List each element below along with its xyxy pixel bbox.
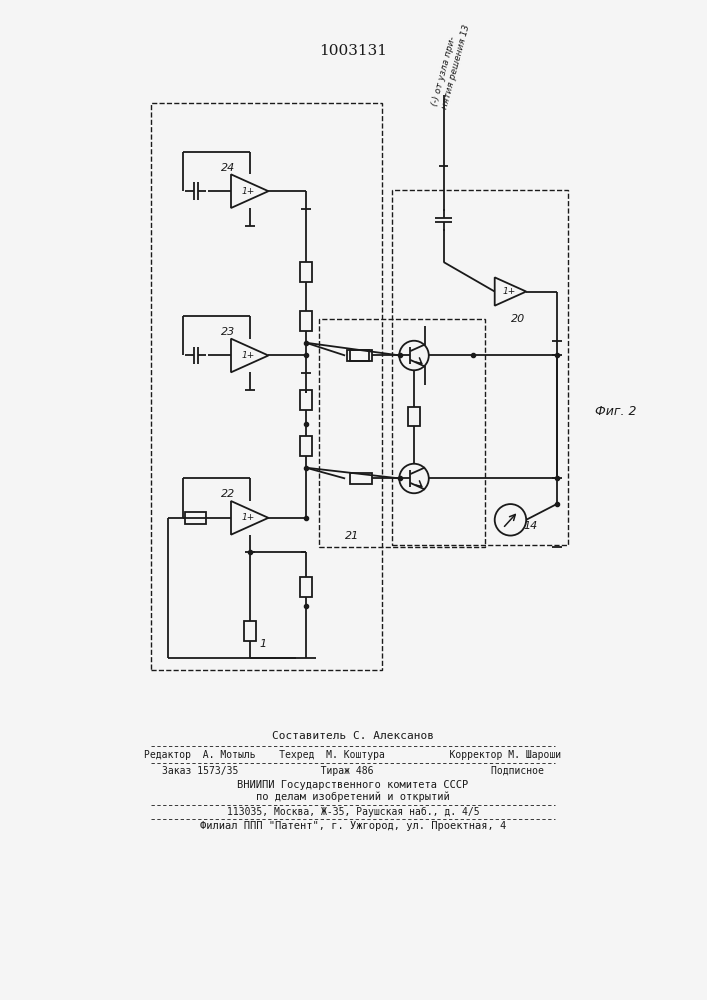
Text: 1+: 1+ [241,187,255,196]
Bar [350,473,372,484]
Bar [300,436,312,456]
Bar [300,311,312,331]
Text: 113035, Москва, Ж-35, Раушская наб., д. 4/5: 113035, Москва, Ж-35, Раушская наб., д. … [227,807,479,817]
Text: Заказ 1573/35              Тираж 486                    Подписное: Заказ 1573/35 Тираж 486 Подписное [162,766,544,776]
Text: 14: 14 [523,521,537,531]
Text: 1+: 1+ [241,513,255,522]
Text: 23: 23 [221,327,235,337]
Text: 24: 24 [221,163,235,173]
Text: 1003131: 1003131 [319,44,387,58]
Bar [408,407,420,426]
Bar [185,512,206,524]
Bar [392,190,568,545]
Text: 1+: 1+ [241,351,255,360]
Text: 20: 20 [511,314,525,324]
Text: Редактор  А. Мотыль    Техред  М. Коштура           Корректор М. Шароши: Редактор А. Мотыль Техред М. Коштура Кор… [144,750,561,760]
Bar [300,262,312,282]
Text: по делам изобретений и открытий: по делам изобретений и открытий [256,791,450,802]
Bar [350,350,372,361]
Text: 1+: 1+ [502,287,515,296]
Bar [151,103,382,670]
Bar [300,577,312,597]
Text: Филиал ППП "Патент", г. Ужгород, ул. Проектная, 4: Филиал ППП "Патент", г. Ужгород, ул. Про… [200,821,506,831]
Bar [300,390,312,410]
Text: 1: 1 [260,639,267,649]
Text: 21: 21 [345,531,359,541]
Bar [244,621,256,641]
Text: Составитель С. Алексанов: Составитель С. Алексанов [272,731,434,741]
Text: (-) от узла при-
нятия решения 13: (-) от узла при- нятия решения 13 [431,20,472,110]
Text: 22: 22 [221,489,235,499]
Text: ВНИИПИ Государственного комитета СССР: ВНИИПИ Государственного комитета СССР [238,780,469,790]
Text: Фиг. 2: Фиг. 2 [595,405,636,418]
Bar [347,350,369,361]
Bar [319,319,485,547]
